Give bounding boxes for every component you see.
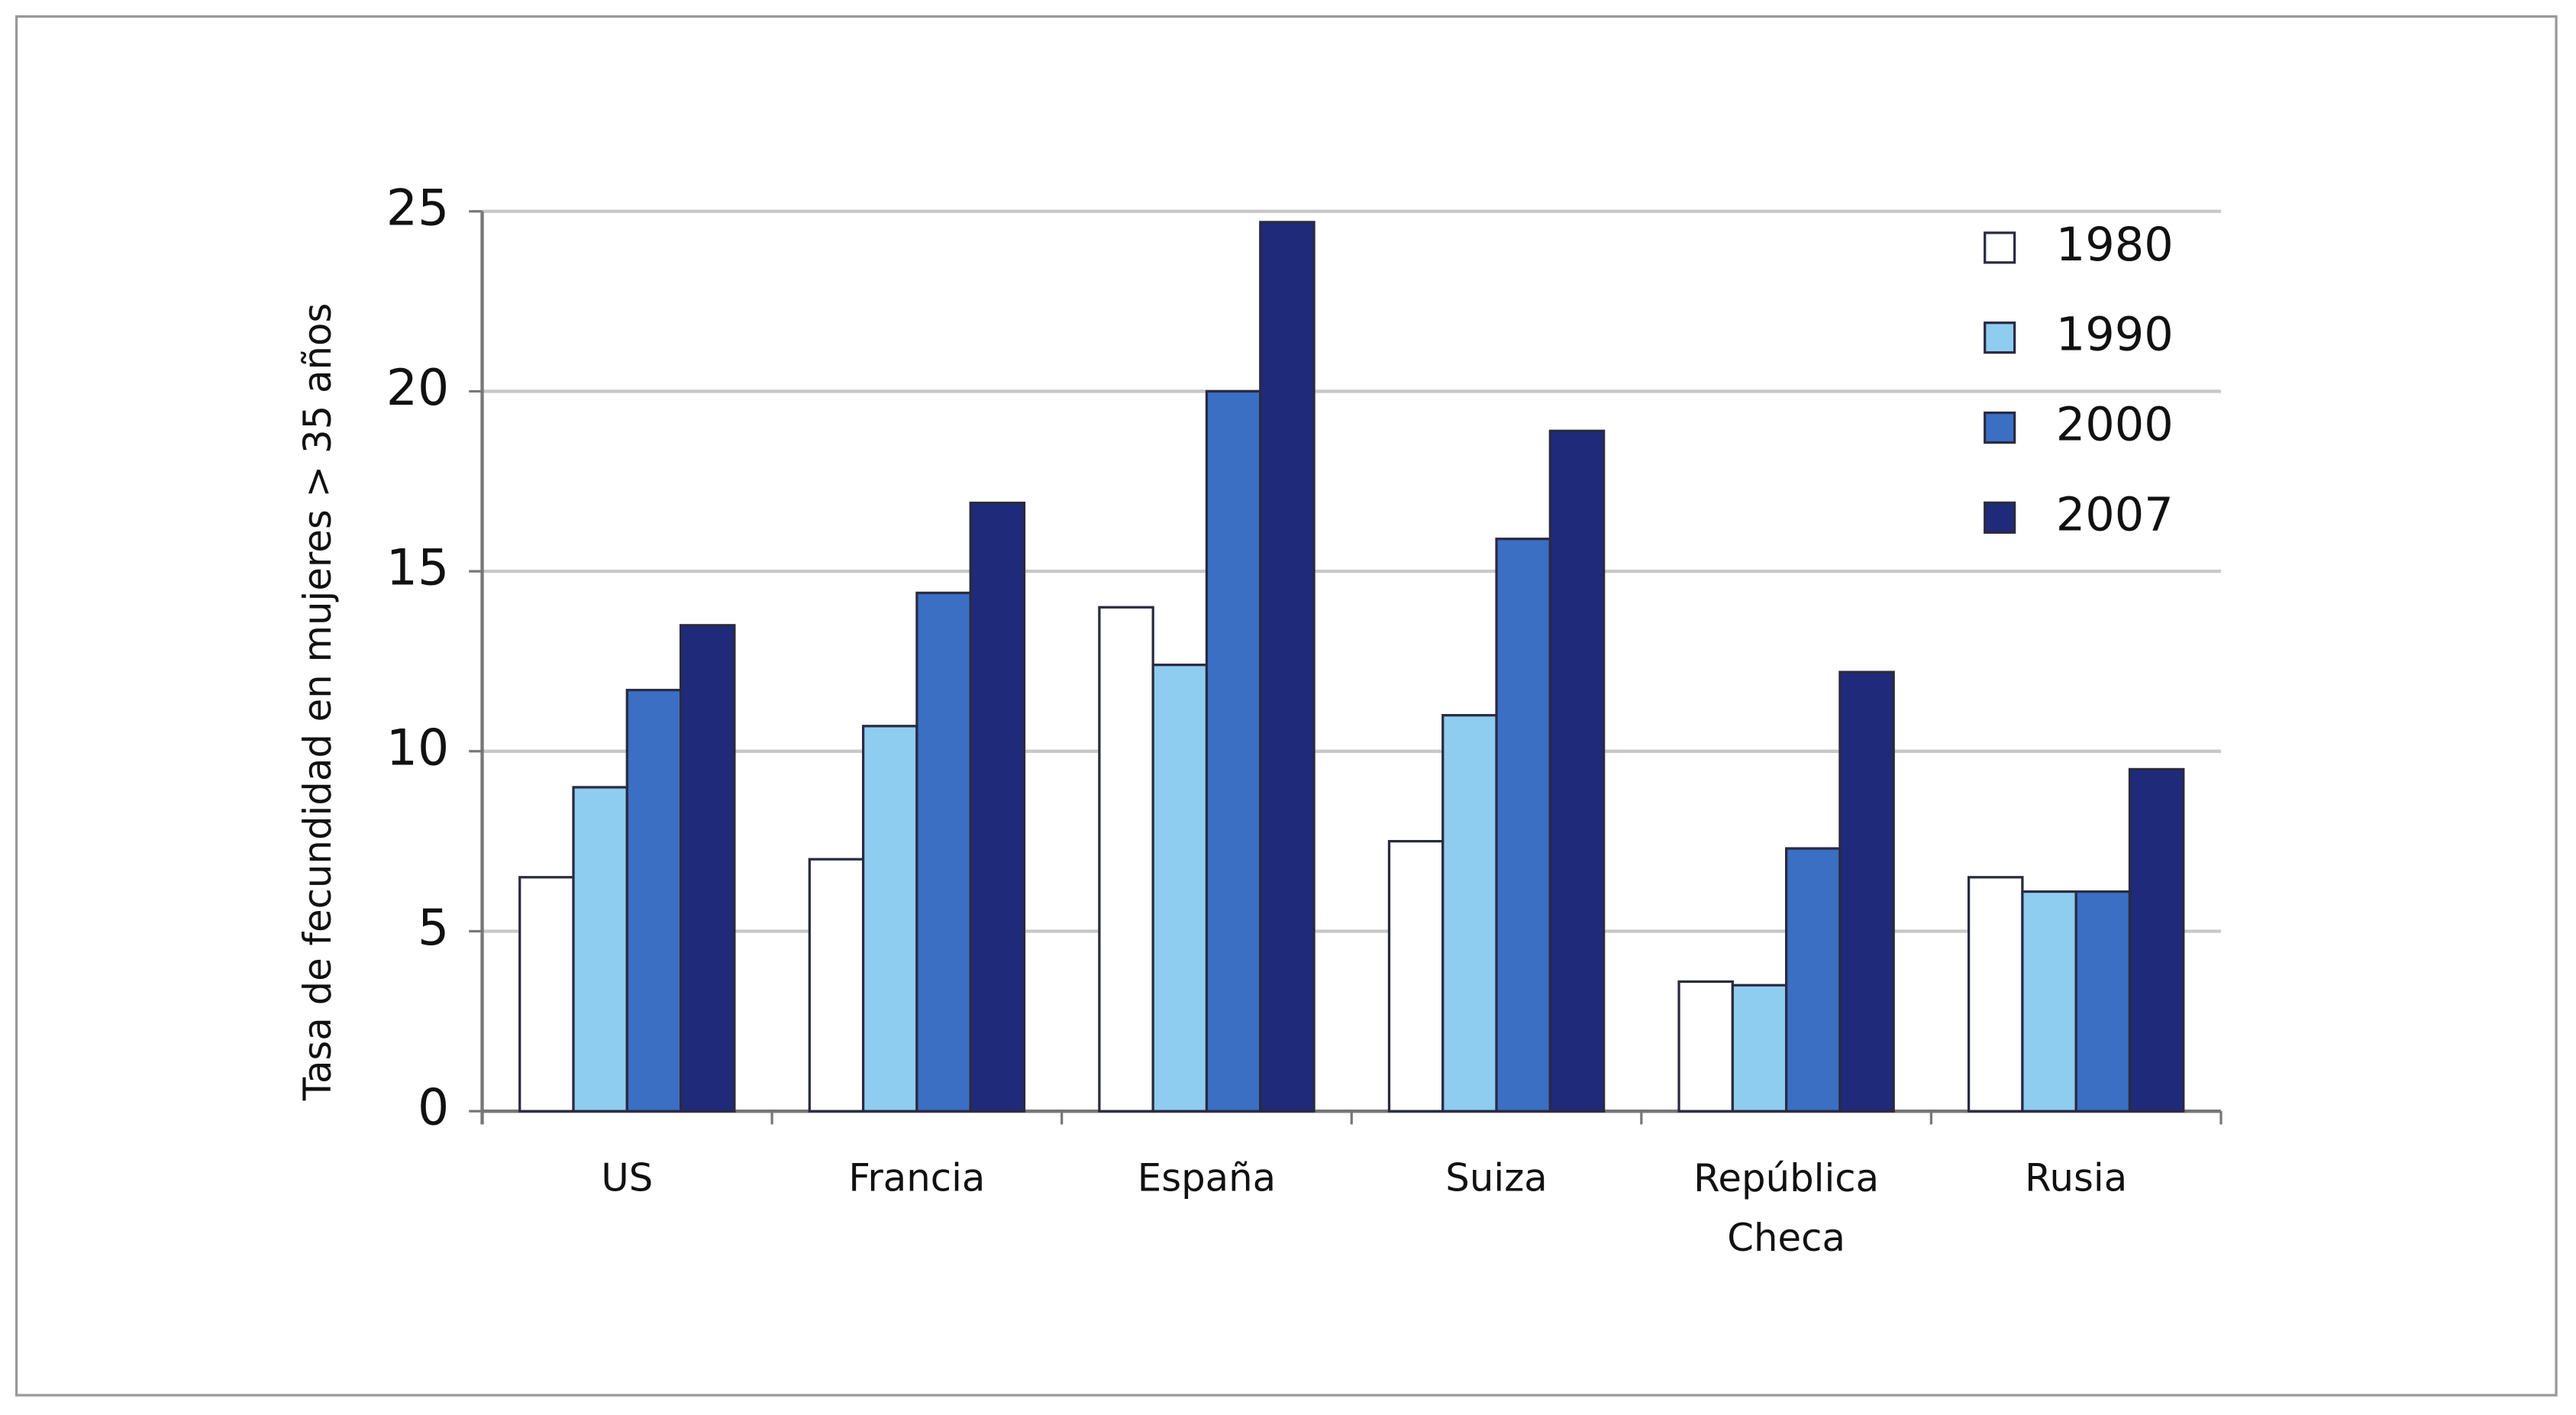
bar bbox=[2074, 890, 2132, 1113]
legend-swatch bbox=[1984, 501, 2016, 534]
y-tick-label: 10 bbox=[386, 719, 450, 777]
bar bbox=[1151, 664, 1209, 1113]
bar bbox=[1968, 876, 2024, 1113]
y-axis-title: Tasa de fecundidad en mujeres > 35 años bbox=[295, 303, 340, 1102]
bar bbox=[2128, 767, 2185, 1113]
bar bbox=[1205, 389, 1262, 1113]
bar bbox=[1731, 984, 1788, 1113]
legend-label: 1980 bbox=[2056, 218, 2174, 272]
legend-swatch bbox=[1984, 321, 2016, 354]
x-tick-label: Rusia bbox=[2025, 1155, 2127, 1200]
legend-label: 2007 bbox=[2056, 488, 2174, 541]
bar bbox=[1548, 429, 1606, 1113]
bar bbox=[1785, 847, 1842, 1113]
legend-label: 1990 bbox=[2056, 309, 2174, 362]
bar bbox=[915, 591, 972, 1113]
y-tick-label: 5 bbox=[418, 900, 449, 957]
y-tick-label: 25 bbox=[386, 179, 450, 237]
bar bbox=[1677, 980, 1734, 1113]
frame bbox=[15, 15, 2558, 1397]
y-tick-label: 0 bbox=[418, 1080, 449, 1137]
legend-label: 2000 bbox=[2056, 399, 2174, 452]
bar bbox=[969, 501, 1026, 1113]
x-tick-label: Suiza bbox=[1445, 1155, 1547, 1200]
bar bbox=[1259, 221, 1315, 1113]
x-tick-label: España bbox=[1138, 1155, 1276, 1200]
bar bbox=[1495, 538, 1551, 1113]
bar bbox=[518, 876, 575, 1113]
x-tick-label: Francia bbox=[848, 1155, 985, 1200]
legend-swatch bbox=[1984, 231, 2016, 264]
legend-swatch bbox=[1984, 411, 2016, 444]
bar bbox=[861, 725, 918, 1113]
bar bbox=[1441, 714, 1498, 1113]
bar bbox=[625, 689, 683, 1113]
y-tick-label: 15 bbox=[386, 540, 450, 597]
y-tick-label: 20 bbox=[386, 360, 450, 417]
bar bbox=[680, 624, 736, 1113]
bar bbox=[1838, 670, 1895, 1113]
bar bbox=[1387, 840, 1445, 1113]
x-tick-label: US bbox=[601, 1155, 653, 1200]
x-tick-label: República Checa bbox=[1693, 1155, 1879, 1259]
bar bbox=[1098, 606, 1154, 1113]
bar bbox=[572, 786, 628, 1113]
bar bbox=[2021, 890, 2077, 1113]
bar bbox=[808, 858, 865, 1113]
